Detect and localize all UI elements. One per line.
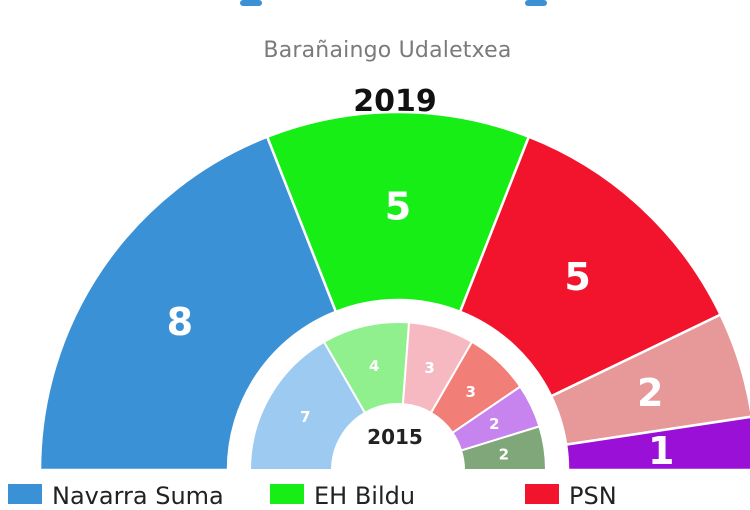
outer-segment-label-2: 5 (385, 185, 411, 229)
inner-segment-label-1: 7 (300, 408, 310, 426)
outer-segment-4 (549, 313, 750, 447)
legend-label: EH Bildu (314, 482, 416, 510)
legend: Navarra Suma EH Bildu PSN (0, 480, 750, 510)
inner-segment-label-4: 3 (466, 383, 476, 401)
outer-segment-3 (458, 135, 723, 398)
inner-segment-label-5: 2 (489, 415, 499, 433)
outer-segment-5 (564, 415, 750, 472)
inner-year-label: 2015 (367, 425, 423, 449)
legend-label: Navarra Suma (52, 482, 224, 510)
outer-segment-label-1: 8 (167, 300, 193, 344)
outer-segment-1 (38, 135, 338, 472)
inner-segment-label-3: 3 (424, 359, 434, 377)
chart-subtitle: Barañaingo Udaletxea (263, 38, 512, 63)
inner-segment-label-6: 2 (499, 445, 509, 463)
outer-segment-label-5: 1 (648, 429, 674, 473)
inner-segment-label-2: 4 (369, 357, 379, 375)
outer-segment-label-4: 2 (637, 371, 663, 415)
inner-segment-6 (459, 425, 548, 471)
outer-segment-2 (265, 110, 531, 314)
inner-segment-1 (248, 340, 367, 471)
legend-swatch (8, 484, 42, 504)
legend-swatch (270, 484, 304, 504)
legend-swatch (525, 484, 559, 504)
outer-ring-2019: 8 5 5 2 1 (38, 110, 750, 473)
legend-label: PSN (569, 482, 617, 510)
outer-segment-label-3: 5 (564, 255, 590, 299)
